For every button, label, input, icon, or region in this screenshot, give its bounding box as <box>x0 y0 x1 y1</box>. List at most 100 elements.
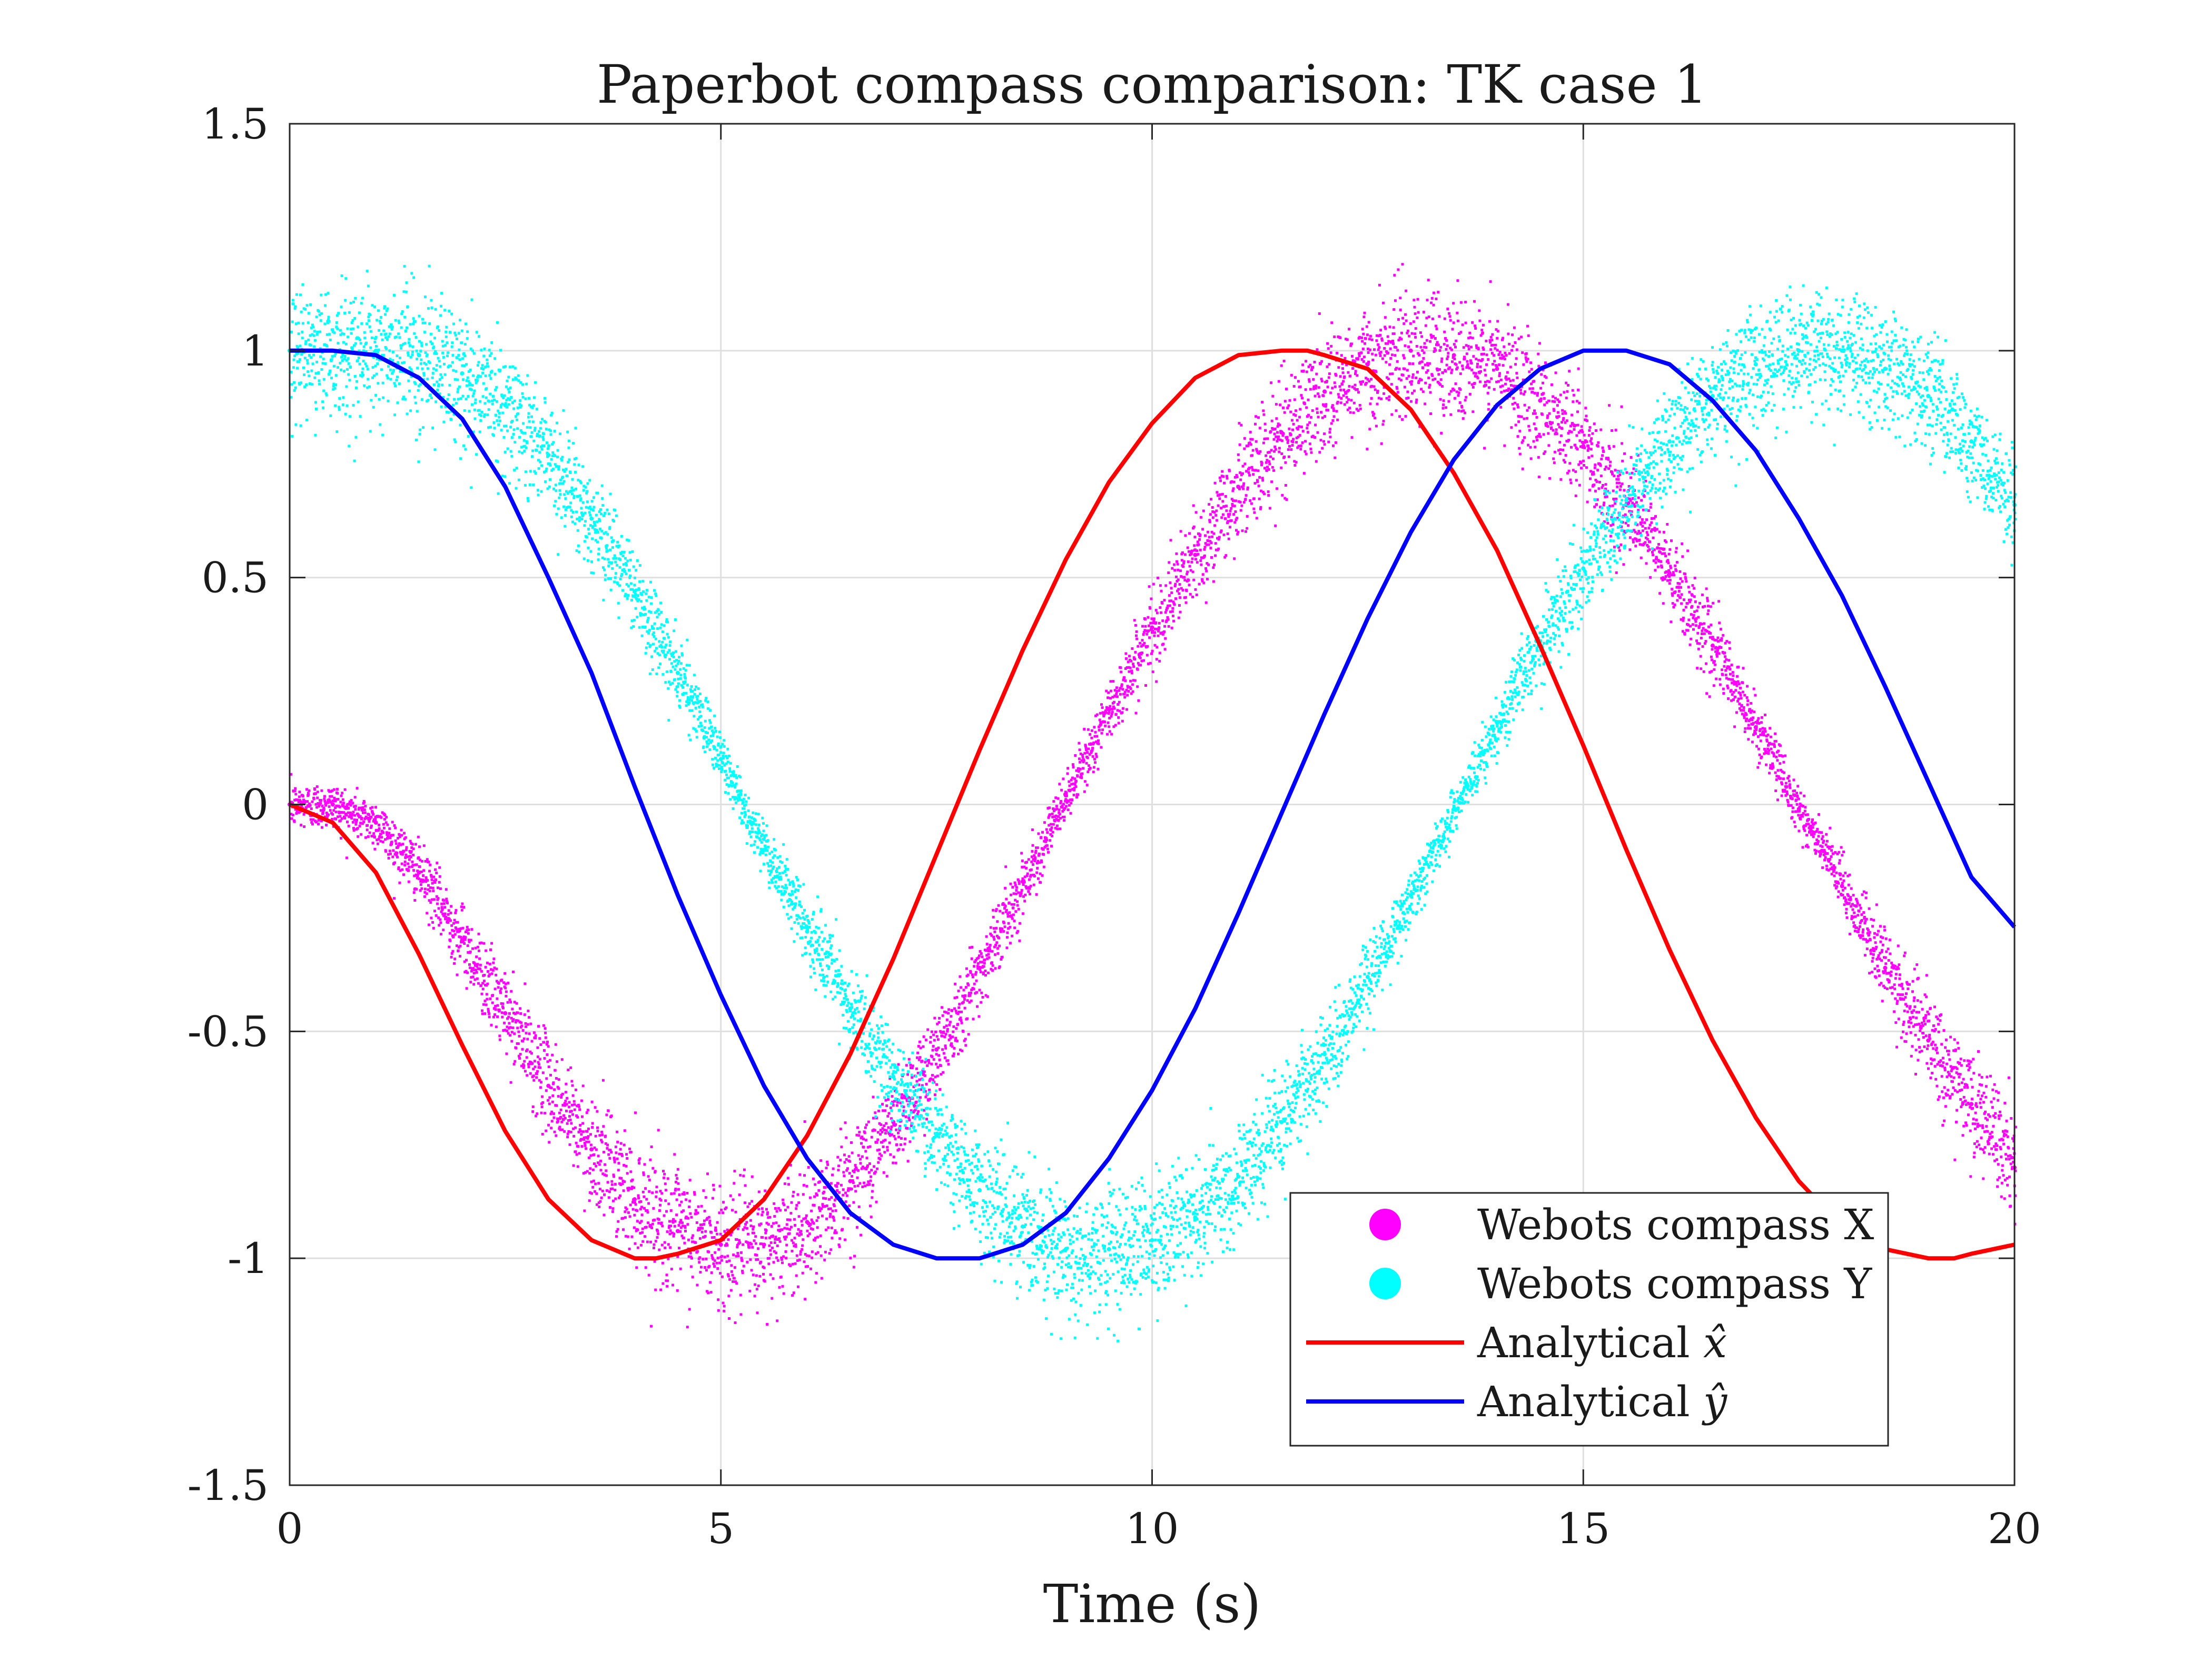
data-point <box>848 1006 853 1011</box>
data-point <box>1193 552 1198 557</box>
data-point <box>1883 965 1888 970</box>
x-tick-label: 10 <box>1125 1504 1179 1553</box>
data-point <box>1753 725 1758 730</box>
legend-label: Analytical ŷ <box>1477 1377 1728 1426</box>
data-point <box>762 1242 766 1247</box>
data-point <box>1150 1238 1154 1242</box>
series-layer <box>288 263 2017 1342</box>
data-point <box>1236 1174 1241 1179</box>
x-tick-label: 15 <box>1556 1504 1610 1553</box>
data-point <box>373 820 378 825</box>
data-point <box>1451 807 1456 812</box>
data-point <box>1581 443 1586 448</box>
data-point <box>330 802 335 807</box>
data-point <box>848 1179 853 1183</box>
data-point <box>1840 348 1844 353</box>
chart-title: Paperbot compass comparison: TK case 1 <box>597 54 1707 115</box>
data-point <box>675 1229 680 1233</box>
y-tick-label: 0 <box>242 781 269 829</box>
data-point <box>1753 362 1758 367</box>
data-point <box>1150 625 1154 630</box>
y-tick-label: 1 <box>242 327 269 376</box>
data-point <box>633 589 637 594</box>
legend-label: Webots compass Y <box>1477 1259 1872 1308</box>
y-tick-label: -0.5 <box>187 1007 269 1056</box>
y-tick-label: 0.5 <box>202 554 269 603</box>
data-point <box>1365 362 1370 367</box>
data-point <box>1796 348 1801 353</box>
legend-dot <box>1369 1209 1401 1240</box>
legend: Webots compass X Webots compass Y Analytic… <box>1289 1192 1889 1447</box>
data-point <box>805 1220 809 1224</box>
legend-label: Webots compass X <box>1477 1200 1874 1249</box>
legend-entry: Webots compass Y <box>1369 1259 1872 1308</box>
data-point <box>1408 348 1413 353</box>
data-point <box>1926 1038 1931 1043</box>
data-point <box>1624 498 1629 503</box>
data-point <box>589 516 594 521</box>
data-point <box>1279 430 1284 434</box>
data-point <box>1840 884 1844 888</box>
data-point <box>718 1242 723 1247</box>
legend-label-text: Webots compass X <box>1477 1200 1874 1249</box>
legend-label-text: Webots compass Y <box>1477 1259 1872 1308</box>
legend-hat-symbol: x̂ <box>1703 1318 1727 1367</box>
data-point <box>373 348 378 353</box>
data-point <box>1107 707 1111 712</box>
data-point <box>1969 439 1974 444</box>
data-point <box>503 403 508 408</box>
data-point <box>1796 807 1801 812</box>
data-point <box>417 870 421 875</box>
data-point <box>1581 566 1586 571</box>
series-line <box>290 348 2017 1261</box>
data-point <box>1710 643 1715 648</box>
data-point <box>1322 1052 1327 1056</box>
data-point <box>1063 1247 1068 1251</box>
legend-entry: Analytical ŷ <box>1306 1377 1728 1426</box>
data-point <box>460 939 465 943</box>
data-point <box>503 1011 508 1015</box>
x-tick-label: 20 <box>1988 1504 2041 1553</box>
legend-hat-symbol: ŷ <box>1702 1377 1728 1426</box>
data-point <box>1538 398 1543 403</box>
data-point <box>934 1133 939 1138</box>
x-tick-label: 0 <box>276 1504 303 1553</box>
data-point <box>675 670 680 675</box>
data-point <box>1365 974 1370 979</box>
data-point <box>1107 1247 1111 1251</box>
data-point <box>546 453 551 458</box>
series-line-2 <box>289 348 2015 1261</box>
data-point <box>1408 893 1413 897</box>
data-point <box>977 965 982 970</box>
axis-ticks: 0 5 10 15 20 -1.5 -1 -0.5 0 0.5 1 1.5 <box>187 100 2041 1553</box>
data-point <box>1279 1120 1284 1124</box>
data-point <box>977 1188 982 1192</box>
data-point <box>1969 1102 1974 1107</box>
data-point <box>460 371 465 376</box>
y-tick-label: -1 <box>228 1234 269 1283</box>
data-point <box>1495 367 1499 371</box>
data-point <box>934 1047 939 1052</box>
legend-dot <box>1369 1268 1401 1299</box>
data-point <box>1883 367 1888 371</box>
legend-entry: Webots compass X <box>1369 1200 1874 1249</box>
data-point <box>1495 720 1499 725</box>
data-point <box>1667 571 1672 576</box>
data-point <box>546 1083 551 1088</box>
data-point <box>633 1197 637 1202</box>
data-point <box>589 1147 594 1152</box>
data-point <box>1193 1215 1198 1220</box>
data-point <box>1236 485 1241 489</box>
data-point <box>417 353 421 358</box>
series-scatter-1 <box>288 264 2017 1342</box>
series-line <box>289 348 2015 1261</box>
legend-label: Analytical x̂ <box>1477 1318 1727 1367</box>
data-point <box>1926 394 1931 398</box>
data-point <box>718 757 723 762</box>
data-point <box>1451 353 1456 358</box>
data-point <box>891 1074 896 1079</box>
x-axis-label: Time (s) <box>1043 1573 1261 1635</box>
data-point <box>1063 793 1068 798</box>
data-point <box>805 929 809 934</box>
